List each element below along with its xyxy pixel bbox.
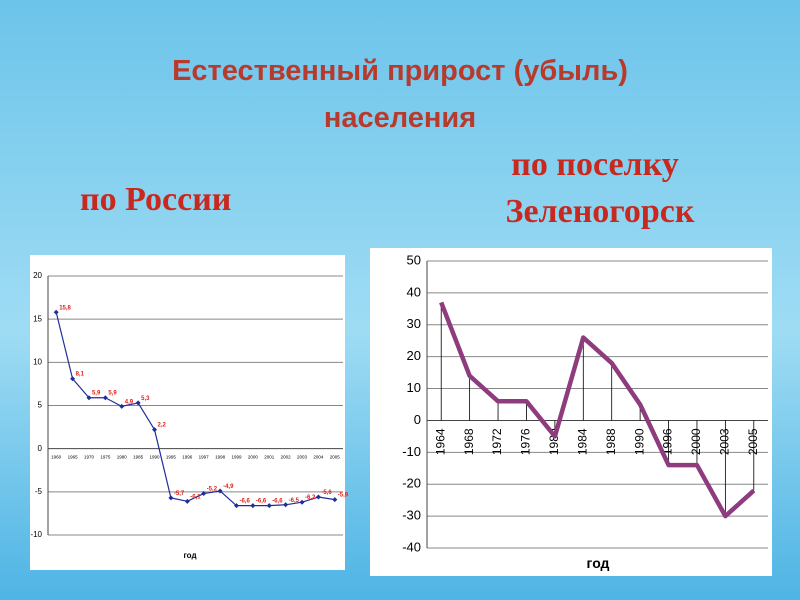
- data-label: -5,7: [174, 491, 185, 497]
- y-tick-label: 0: [38, 444, 43, 453]
- left-heading: по России: [80, 181, 231, 218]
- y-tick-label: -30: [402, 508, 421, 523]
- x-tick-label: 2004: [313, 455, 324, 460]
- marker: [70, 376, 76, 382]
- x-tick-label: 1996: [661, 428, 675, 455]
- y-tick-label: -10: [402, 444, 421, 459]
- y-tick-label: 50: [407, 252, 421, 267]
- watermark: MyShared: [650, 542, 750, 567]
- data-label: -6,6: [256, 499, 267, 505]
- title-line: населения: [324, 102, 476, 134]
- data-label: -5,9: [338, 493, 349, 499]
- marker: [250, 503, 256, 509]
- x-tick-label: 1996: [182, 455, 193, 460]
- x-tick-label: 1998: [215, 455, 226, 460]
- x-tick-label: 2003: [297, 455, 308, 460]
- chart-frame: [30, 255, 345, 570]
- y-tick-label: 40: [407, 284, 421, 299]
- x-tick-label: 1960: [51, 455, 62, 460]
- data-label: 4,9: [125, 399, 134, 405]
- x-tick-label: 2000: [689, 428, 703, 455]
- marker: [152, 427, 158, 433]
- x-tick-label: 2000: [248, 455, 259, 460]
- y-tick-label: 5: [38, 401, 43, 410]
- marker: [266, 503, 272, 509]
- marker: [53, 309, 59, 315]
- x-tick-label: 1995: [166, 455, 177, 460]
- series-line: [439, 301, 756, 519]
- marker: [119, 403, 125, 409]
- marker: [184, 498, 190, 504]
- x-tick-label: 1985: [133, 455, 144, 460]
- marker: [283, 502, 289, 508]
- right-heading: по поселку: [511, 146, 678, 183]
- x-tick-label: 2003: [718, 428, 732, 455]
- marker: [332, 497, 338, 503]
- chart-frame: [370, 248, 772, 576]
- data-label: -4,9: [223, 484, 234, 490]
- marker: [217, 488, 223, 494]
- series-line: [55, 312, 335, 507]
- x-tick-label: 1968: [462, 428, 476, 455]
- x-tick-label: 2005: [746, 428, 760, 455]
- x-tick-label: 1999: [231, 455, 242, 460]
- y-tick-label: 20: [407, 348, 421, 363]
- marker: [168, 495, 174, 501]
- data-label: -6,6: [239, 499, 250, 505]
- right-heading: Зеленогорск: [506, 193, 695, 230]
- x-tick-label: 1990: [150, 455, 161, 460]
- marker: [315, 494, 321, 500]
- marker: [102, 395, 108, 401]
- x-axis-label: год: [587, 555, 610, 571]
- x-tick-label: 2001: [264, 455, 275, 460]
- marker: [86, 395, 92, 401]
- x-tick-label: 2005: [330, 455, 341, 460]
- data-label: 8,1: [76, 372, 85, 378]
- marker: [135, 400, 141, 406]
- data-label: -6,1: [190, 494, 201, 500]
- y-tick-label: 15: [33, 314, 42, 323]
- data-label: -6,2: [305, 495, 316, 501]
- data-label: 5,9: [108, 391, 117, 397]
- y-tick-label: -40: [402, 539, 421, 554]
- marker: [201, 491, 207, 497]
- x-tick-label: 1975: [100, 455, 111, 460]
- y-tick-label: 0: [414, 412, 421, 427]
- y-tick-label: -20: [402, 476, 421, 491]
- data-label: -5,6: [321, 490, 332, 496]
- y-tick-label: -10: [30, 530, 42, 539]
- data-label: 5,3: [141, 396, 150, 402]
- marker: [299, 499, 305, 505]
- marker: [233, 503, 239, 509]
- x-tick-label: 1997: [199, 455, 210, 460]
- y-tick-label: 10: [407, 380, 421, 395]
- y-tick-label: 20: [33, 271, 42, 280]
- data-label: 5,9: [92, 391, 101, 397]
- y-tick-label: 10: [33, 357, 42, 366]
- title-line: Естественный прирост (убыль): [172, 55, 628, 87]
- x-tick-label: 1965: [68, 455, 79, 460]
- x-tick-label: 1970: [84, 455, 95, 460]
- data-label: -5,2: [207, 487, 218, 493]
- x-tick-label: 1988: [604, 428, 618, 455]
- x-tick-label: 1980: [117, 455, 128, 460]
- y-tick-label: -5: [35, 487, 43, 496]
- x-tick-label: 1976: [519, 428, 533, 455]
- data-label: -6,6: [272, 499, 283, 505]
- data-label: -6,5: [289, 498, 300, 504]
- data-label: 15,8: [59, 305, 71, 311]
- x-tick-label: 2002: [281, 455, 292, 460]
- x-tick-label: 1972: [490, 428, 504, 455]
- x-tick-label: 1984: [575, 428, 589, 455]
- x-tick-label: 1990: [632, 428, 646, 455]
- y-tick-label: 30: [407, 316, 421, 331]
- x-tick-label: 1964: [433, 428, 447, 455]
- data-label: 2,2: [158, 423, 167, 429]
- x-axis-label: год: [183, 551, 196, 560]
